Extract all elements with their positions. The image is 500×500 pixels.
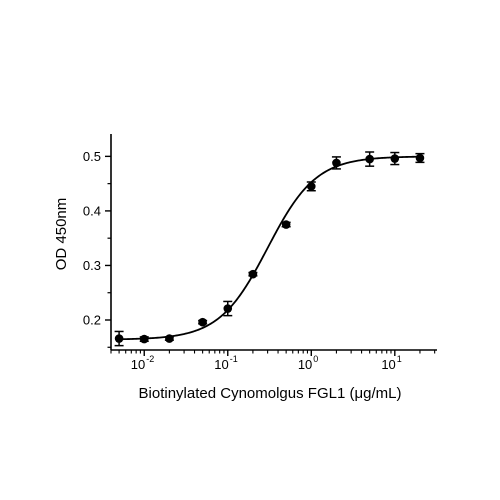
x-tick-label: 10 0 [298, 354, 318, 372]
data-point [139, 334, 149, 344]
x-axis-label: Biotinylated Cynomolgus FGL1 (μg/mL) [139, 385, 402, 402]
data-point-marker [223, 304, 233, 313]
data-point [306, 181, 316, 192]
x-tick-label-exponent: 1 [397, 354, 402, 364]
data-point-marker [306, 182, 316, 191]
data-point-marker [332, 158, 341, 168]
y-tick-label: 0.4 [83, 203, 101, 218]
data-point [331, 156, 341, 170]
data-point-marker [390, 154, 400, 163]
y-tick-label: 0.3 [83, 258, 101, 273]
data-point-marker [281, 220, 291, 229]
x-tick-label-base: 10 [214, 357, 228, 372]
fit-curve-group [119, 155, 420, 341]
data-point [248, 269, 258, 279]
data-point [390, 151, 400, 166]
x-tick-label-exponent: -2 [146, 354, 154, 364]
x-tick-label-exponent: 0 [313, 354, 318, 364]
y-tick-label: 0.5 [83, 149, 101, 164]
data-point-marker [114, 334, 124, 343]
data-point-marker [139, 334, 149, 344]
x-tick-label-exponent: -1 [230, 354, 238, 364]
y-tick-label: 0.2 [83, 313, 101, 328]
data-point [114, 330, 124, 347]
data-point [198, 317, 208, 327]
data-point-marker [165, 334, 174, 343]
data-point [415, 152, 425, 164]
data-point [164, 334, 174, 343]
axes: 0.20.30.40.510 -2 10 -1 10 0 10 1 [83, 134, 437, 372]
x-tick-label: 10 1 [381, 354, 401, 372]
y-axis-label: OD 450nm [53, 198, 70, 271]
data-points-group [114, 151, 425, 347]
fit-curve [119, 155, 420, 341]
data-point [365, 151, 375, 167]
x-tick-label: 10 -2 [131, 354, 154, 372]
data-point-marker [415, 153, 425, 163]
x-tick-label-base: 10 [131, 357, 145, 372]
data-point [223, 300, 233, 317]
data-point-marker [198, 317, 207, 327]
x-tick-label-base: 10 [298, 357, 312, 372]
x-tick-label: 10 -1 [214, 354, 237, 372]
x-tick-label-base: 10 [381, 357, 395, 372]
data-point-marker [248, 269, 258, 279]
data-point [281, 220, 291, 229]
data-point-marker [365, 154, 374, 164]
